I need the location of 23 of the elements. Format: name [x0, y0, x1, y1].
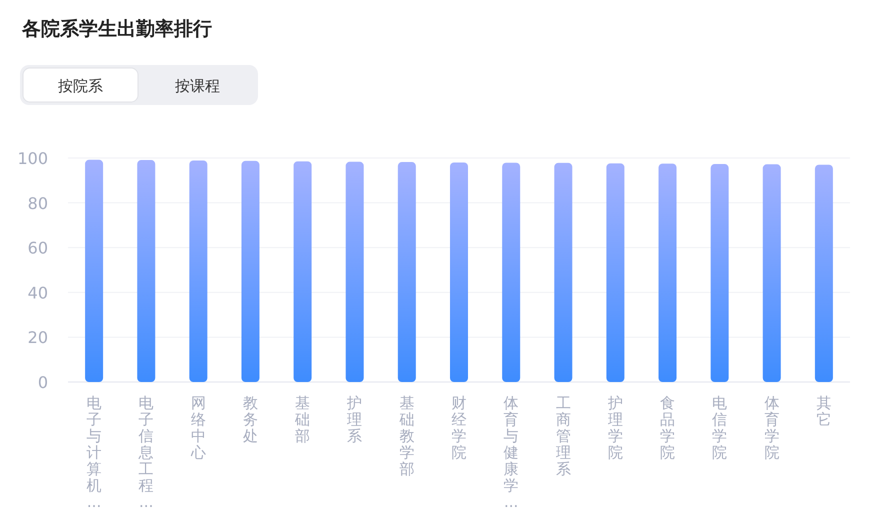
segmented-control: 按院系 按课程 [20, 65, 258, 105]
chart-title: 各院系学生出勤率排行 [21, 18, 212, 40]
x-tick-label: 食品学院 [660, 394, 676, 462]
y-tick-label: 0 [38, 373, 48, 392]
y-tick-label: 80 [28, 194, 48, 213]
y-tick-label: 60 [28, 238, 48, 258]
x-tick-label: 护理系 [346, 394, 362, 445]
x-tick-label: 网络中心 [190, 394, 206, 462]
x-tick-label: 其它 [816, 394, 832, 428]
x-tick-label: 电子信息工程... [138, 394, 154, 510]
y-tick-label: 100 [17, 149, 48, 168]
x-tick-label: 基础部 [294, 394, 310, 445]
x-tick-label: 工商管理系 [556, 394, 571, 478]
y-tick-label: 40 [28, 283, 48, 302]
x-tick-label: 护理学院 [606, 394, 623, 462]
x-tick-label: 体育与健康学... [504, 394, 519, 510]
x-tick-label: 电信学院 [712, 394, 728, 462]
x-tick-label: 财经学院 [452, 394, 466, 462]
x-tick-label: 基础教学部 [398, 394, 414, 478]
x-tick-label: 电子与计算机... [86, 394, 102, 510]
x-tick-label: 体育学院 [764, 394, 780, 462]
x-tick-label: 教务处 [242, 394, 258, 445]
y-tick-label: 20 [28, 328, 48, 348]
